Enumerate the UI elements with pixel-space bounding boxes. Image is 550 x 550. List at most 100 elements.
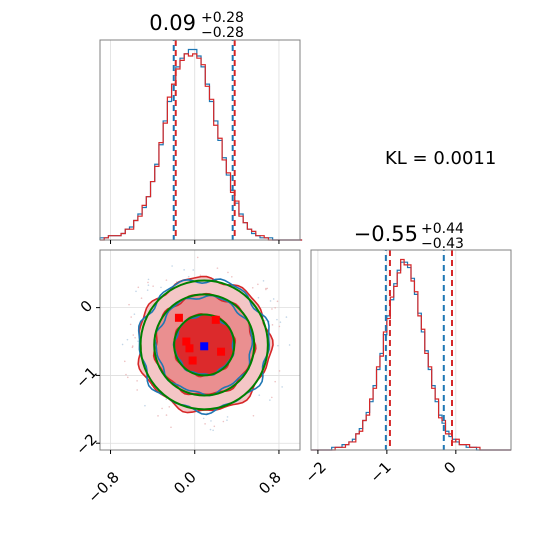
scatter-point [183, 269, 185, 271]
axes-frame [310, 249, 512, 451]
scatter-point [137, 340, 139, 343]
scatter-point [278, 325, 281, 328]
scatter-point [226, 419, 228, 422]
scatter-point [131, 346, 134, 349]
scatter-point [137, 286, 140, 289]
scatter-point [281, 386, 283, 388]
scatter-point [252, 414, 255, 417]
scatter-point [132, 334, 135, 336]
y-marginal-title: −0.55 +0.44 −0.43 [354, 221, 464, 252]
scatter-point [227, 271, 229, 274]
scatter-point [274, 380, 276, 383]
scatter-point [212, 429, 214, 432]
y-marginal-x-tick-labels: −2 −1 0 [301, 458, 459, 486]
x-title-plus: +0.28 [201, 10, 244, 26]
scatter-point [226, 416, 229, 418]
scatter-point [196, 256, 199, 259]
y-title-minus: −0.43 [421, 236, 464, 252]
histogram-series [311, 261, 511, 451]
scatter-point [125, 373, 127, 376]
scatter-point [257, 296, 260, 299]
sample-marker [211, 315, 220, 324]
scatter-point [147, 281, 149, 284]
y-marginal-panel [310, 249, 512, 454]
sample-marker [188, 356, 197, 365]
scatter-point [278, 370, 281, 372]
y-title-plus: +0.44 [421, 221, 464, 237]
sample-marker [185, 344, 194, 353]
joint-x-tick-label: 0.8 [255, 468, 285, 498]
scatter-point [209, 428, 212, 431]
scatter-point [231, 275, 233, 278]
scatter-point [271, 396, 273, 399]
y-marginal-tick-label: −2 [301, 458, 329, 486]
scatter-point [134, 336, 136, 339]
scatter-point [128, 303, 130, 306]
joint-y-tick-labels: 0 −1 −2 [72, 297, 100, 459]
scatter-point [272, 298, 275, 300]
scatter-point [146, 289, 149, 291]
scatter-point [204, 423, 206, 425]
y-title-value: −0.55 [354, 222, 418, 246]
y-marginal-tick-label: 0 [440, 458, 459, 477]
scatter-point [147, 278, 150, 281]
contour-line-green [173, 313, 236, 377]
scatter-point [129, 323, 132, 326]
sample-marker [182, 337, 191, 346]
scatter-point [288, 344, 291, 346]
scatter-point [279, 321, 282, 323]
scatter-point [199, 274, 202, 277]
kl-annotation: KL = 0.0011 [385, 148, 496, 169]
joint-y-tick-label: −1 [72, 363, 100, 391]
scatter-point [202, 417, 205, 420]
scatter-point [130, 316, 132, 318]
scatter-point [152, 285, 154, 287]
sample-marker [200, 342, 209, 351]
scatter-point [126, 338, 129, 341]
y-marginal-tick-label: −1 [366, 458, 394, 486]
scatter-point [271, 308, 273, 310]
scatter-point [121, 343, 124, 346]
joint-contour-panel [96, 249, 301, 454]
scatter-point [160, 286, 162, 289]
scatter-point [257, 283, 259, 286]
sample-marker [217, 347, 226, 356]
scatter-point [187, 275, 190, 278]
joint-y-tick-label: 0 [77, 297, 96, 316]
contour-line-green [139, 279, 269, 411]
scatter-point [213, 425, 216, 428]
scatter-point [131, 345, 134, 347]
scatter-point [266, 287, 269, 290]
scatter-point [269, 300, 272, 302]
scatter-point [276, 300, 279, 303]
contour-line-blue [153, 294, 254, 397]
scatter-point [123, 360, 126, 363]
scatter-point [165, 279, 168, 281]
joint-x-tick-labels: −0.8 0.0 0.8 [84, 468, 284, 506]
scatter-point [262, 280, 265, 282]
contour-line-green [153, 293, 256, 397]
scatter-point [271, 324, 274, 326]
scatter-point [157, 415, 159, 417]
scatter-point [170, 426, 172, 429]
x-marginal-title: 0.09 +0.28 −0.28 [149, 10, 244, 41]
scatter-point [147, 284, 150, 286]
scatter-point [136, 389, 138, 391]
scatter-point [192, 269, 195, 271]
scatter-point [216, 267, 219, 269]
scatter-point [277, 344, 279, 347]
x-title-minus: −0.28 [201, 25, 244, 41]
histogram-series [100, 53, 303, 241]
scatter-point [161, 407, 163, 410]
axes-frame [99, 39, 301, 241]
scatter-point [168, 406, 171, 408]
joint-x-tick-label: −0.8 [84, 468, 122, 506]
axes-frame [99, 249, 301, 451]
scatter-point [210, 420, 212, 422]
x-marginal-panel [99, 39, 303, 244]
histogram-series [311, 258, 511, 451]
histogram-series [99, 48, 303, 241]
x-title-value: 0.09 [149, 11, 196, 35]
scatter-point [276, 318, 278, 321]
